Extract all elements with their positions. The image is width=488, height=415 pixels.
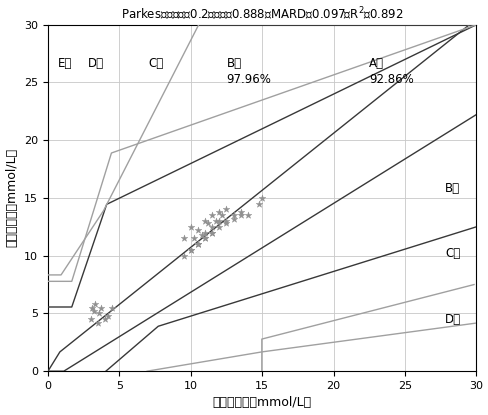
Point [90, 308, 98, 315]
Point [198, 232, 206, 238]
Point [91, 301, 99, 308]
Point [194, 241, 202, 247]
Point [208, 229, 216, 236]
Point [87, 316, 95, 322]
Point [215, 223, 223, 230]
Point [255, 200, 263, 207]
Point [244, 212, 251, 219]
Point [222, 218, 230, 225]
Text: D区: D区 [88, 57, 104, 70]
Point [229, 212, 237, 219]
Point [208, 229, 216, 236]
Point [201, 229, 208, 236]
Point [186, 247, 194, 253]
Point [186, 247, 194, 253]
Point [201, 235, 208, 242]
Point [101, 316, 109, 322]
Text: 97.96%: 97.96% [226, 73, 271, 86]
Point [208, 223, 216, 230]
Point [229, 215, 237, 222]
Point [194, 241, 202, 247]
Point [258, 195, 265, 201]
Text: C区: C区 [148, 57, 163, 70]
Text: 92.86%: 92.86% [368, 73, 413, 86]
Point [94, 319, 102, 326]
Text: C区: C区 [444, 247, 459, 260]
X-axis label: 参考血糖值（mmol/L）: 参考血糖值（mmol/L） [212, 396, 311, 410]
Point [194, 227, 202, 234]
Point [97, 304, 104, 311]
Point [194, 241, 202, 247]
Point [201, 235, 208, 242]
Point [208, 212, 216, 219]
Point [88, 304, 96, 311]
Text: A区: A区 [368, 57, 384, 70]
Point [108, 304, 116, 311]
Text: B区: B区 [226, 57, 241, 70]
Point [236, 212, 244, 219]
Text: B区: B区 [444, 182, 459, 195]
Point [104, 312, 112, 319]
Point [222, 206, 230, 213]
Point [215, 208, 223, 215]
Point [222, 220, 230, 227]
Point [180, 235, 187, 242]
Point [95, 310, 103, 317]
Point [180, 252, 187, 259]
Text: E区: E区 [58, 57, 72, 70]
Point [189, 235, 197, 242]
Point [201, 218, 208, 225]
Text: D区: D区 [444, 312, 460, 326]
Point [203, 220, 211, 227]
Point [186, 223, 194, 230]
Title: Parkes曲线分析，0.2一致性：0.888，MARD：0.097，R$^2$：0.892: Parkes曲线分析，0.2一致性：0.888，MARD：0.097，R$^2$… [121, 5, 403, 22]
Point [236, 208, 244, 215]
Point [212, 218, 220, 225]
Y-axis label: 测试血糖值（mmol/L）: 测试血糖值（mmol/L） [5, 148, 19, 247]
Point [218, 212, 225, 219]
Point [215, 218, 223, 225]
